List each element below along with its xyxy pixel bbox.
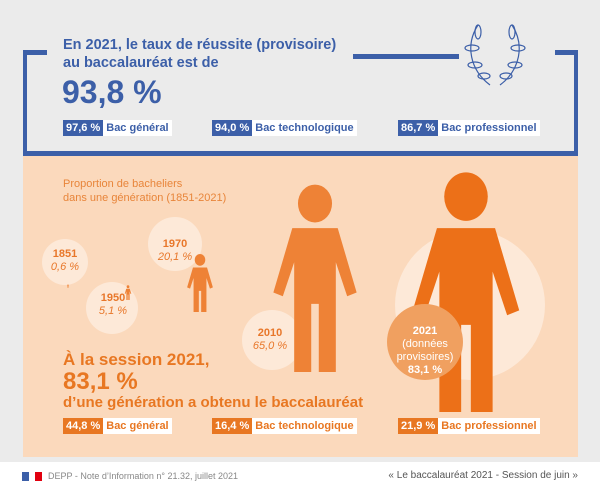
bubble-2021 <box>387 304 463 380</box>
success-rate: 93,8 % <box>62 74 162 110</box>
share-value: 44,8 % <box>63 418 104 434</box>
label-1970: 1970 20,1 % <box>140 238 210 264</box>
value: 0,6 % <box>50 261 80 273</box>
bubble-1950 <box>86 282 138 334</box>
flag-icon <box>22 472 43 481</box>
frame-top-right <box>555 50 578 55</box>
note: provisoires) <box>396 351 454 363</box>
value: 65,0 % <box>252 340 288 352</box>
year: 2021 <box>412 325 438 337</box>
note: (données <box>402 338 448 350</box>
rate-label: Bac général <box>103 120 172 136</box>
share-value: 21,9 % <box>398 418 439 434</box>
value: 83,1 % <box>407 364 443 376</box>
label-1851: 1851 0,6 % <box>30 248 100 274</box>
label-1950: 1950 5,1 % <box>78 292 148 318</box>
label-2021: 2021 (données provisoires) 83,1 % <box>390 325 460 377</box>
rate-value: 94,0 % <box>212 120 253 136</box>
value: 5,1 % <box>98 305 128 317</box>
person-icon-2010 <box>273 184 357 372</box>
rate-label: Bac professionnel <box>438 120 540 136</box>
share-value: 16,4 % <box>212 418 253 434</box>
frame-right <box>574 50 578 155</box>
rate-general: 97,6 % Bac général <box>63 120 172 136</box>
share-label: Bac professionnel <box>438 418 540 434</box>
session-rate: 83,1 % <box>63 368 138 395</box>
session-line3: d’une génération a obtenu le baccalauréa… <box>63 394 364 411</box>
share-pro: 21,9 % Bac professionnel <box>398 418 540 434</box>
frame-top-mid <box>353 54 459 59</box>
frame-left <box>23 50 27 155</box>
header-title: En 2021, le taux de réussite (provisoire… <box>63 37 337 71</box>
rate-value: 86,7 % <box>398 120 439 136</box>
footer-title: « Le baccalauréat 2021 - Session de juin… <box>388 470 578 481</box>
rate-value: 97,6 % <box>63 120 104 136</box>
bubble-1970 <box>148 217 202 271</box>
year: 1950 <box>100 292 126 304</box>
bubble-1851 <box>42 239 88 285</box>
year: 2010 <box>257 327 283 339</box>
person-icon-1950 <box>124 285 132 300</box>
generation-title: Proportion de bacheliers dans une générat… <box>63 177 226 205</box>
footer-source: DEPP - Note d’Information n° 21.32, juil… <box>48 471 239 481</box>
rate-label: Bac technologique <box>252 120 357 136</box>
share-general: 44,8 % Bac général <box>63 418 172 434</box>
rate-techno: 94,0 % Bac technologique <box>212 120 357 136</box>
session-line1: À la session 2021, <box>63 350 210 369</box>
rate-pro: 86,7 % Bac professionnel <box>398 120 540 136</box>
value: 20,1 % <box>157 251 193 263</box>
generation-title-line1: Proportion de bacheliers <box>63 178 183 190</box>
generation-title-line2: dans une génération (1851-2021) <box>63 192 227 204</box>
share-label: Bac technologique <box>252 418 357 434</box>
share-label: Bac général <box>103 418 172 434</box>
year: 1851 <box>52 248 78 260</box>
frame-top-left <box>23 50 47 55</box>
share-techno: 16,4 % Bac technologique <box>212 418 357 434</box>
laurel-icon <box>464 24 526 86</box>
frame-bottom <box>23 151 578 156</box>
person-icon-1970 <box>187 254 213 312</box>
label-2010: 2010 65,0 % <box>235 327 305 353</box>
year: 1970 <box>162 238 188 250</box>
bubble-2010 <box>242 310 302 370</box>
